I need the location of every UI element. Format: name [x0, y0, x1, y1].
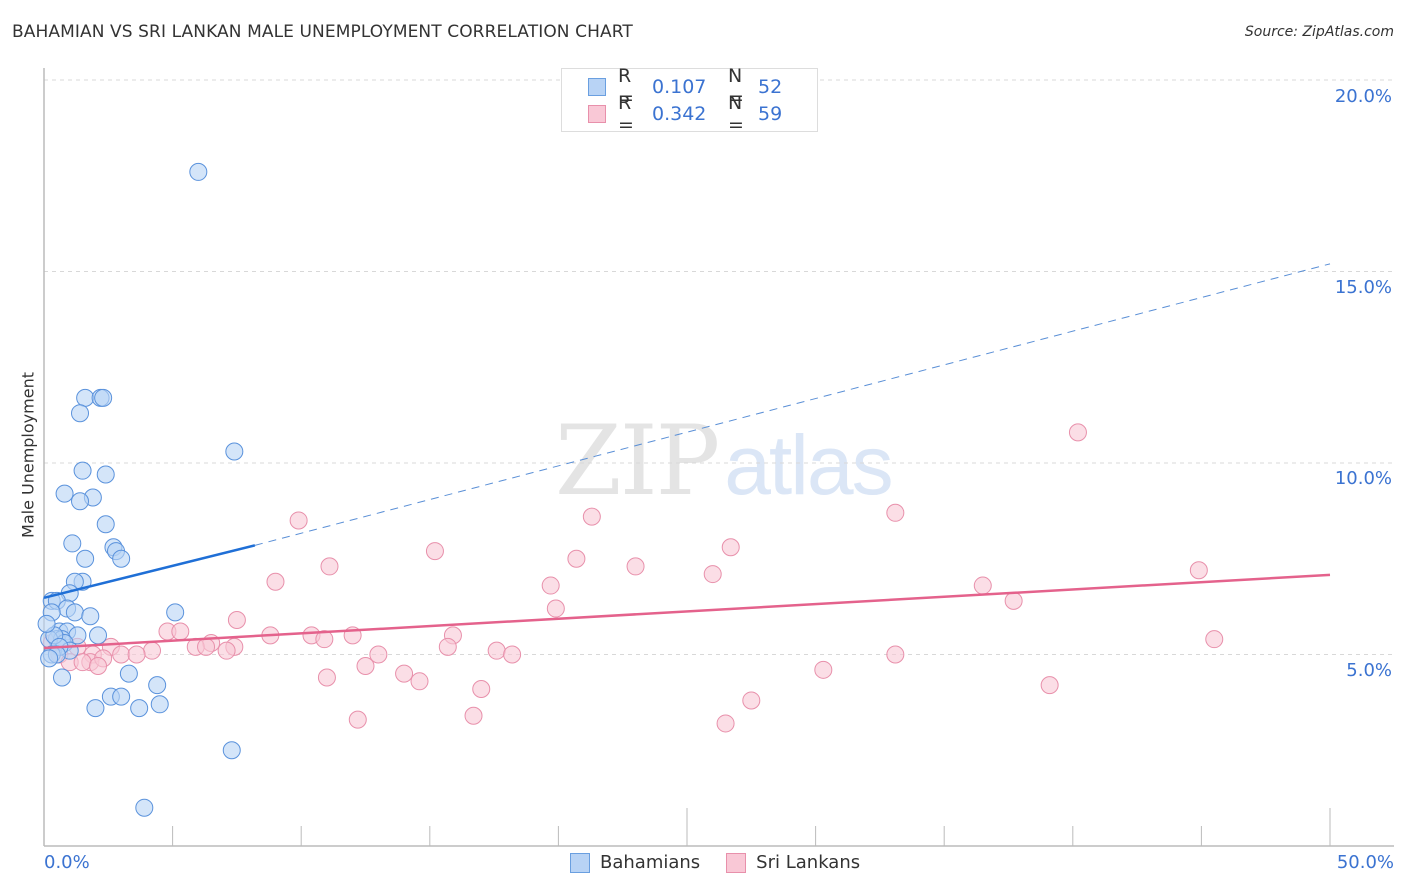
trend-lines	[43, 263, 1331, 650]
bahamians-swatch	[588, 78, 606, 96]
watermark: ZIPatlas	[555, 405, 894, 517]
n-value: 52	[758, 76, 783, 98]
source-credit: Source: ZipAtlas.com	[1244, 24, 1394, 40]
y-tick-5: 5.0%	[1346, 660, 1392, 681]
y-tick-20: 20.0%	[1334, 86, 1392, 107]
legend-row-sri-lankans: R = 0.342 N = 59	[588, 92, 783, 136]
watermark-atlas: atlas	[724, 418, 893, 512]
chart-title: BAHAMIAN VS SRI LANKAN MALE UNEMPLOYMENT…	[12, 22, 633, 42]
r-label: R =	[618, 65, 634, 109]
r-value: 0.107	[652, 76, 707, 98]
legend-row-bahamians: R = 0.107 N = 52	[588, 65, 783, 109]
r-value: 0.342	[652, 103, 707, 125]
legend-label: Bahamians	[600, 852, 701, 873]
x-max-label: 50.0%	[1336, 852, 1394, 873]
sri-lankans-swatch	[588, 105, 606, 123]
y-tick-15: 15.0%	[1334, 277, 1392, 298]
bahamians-points	[37, 162, 244, 817]
n-label: N =	[728, 92, 744, 136]
bahamians-swatch	[570, 852, 590, 873]
x-min-label: 0.0%	[44, 852, 90, 873]
n-label: N =	[728, 65, 744, 109]
correlation-legend: R = 0.107 N = 52 R = 0.342 N = 59	[561, 65, 818, 136]
axes	[43, 68, 1394, 847]
legend-item-bahamians[interactable]: Bahamians	[570, 852, 700, 873]
sri-lankans-points	[42, 423, 1224, 733]
n-value: 59	[758, 103, 783, 125]
legend-label: Sri Lankans	[756, 852, 861, 873]
series-legend: Bahamians Sri Lankans	[570, 852, 886, 873]
sri-lankans-swatch	[726, 852, 747, 873]
legend-item-sri-lankans[interactable]: Sri Lankans	[726, 852, 860, 873]
r-label: R =	[618, 92, 634, 136]
watermark-zip: ZIP	[555, 405, 720, 517]
y-tick-10: 10.0%	[1334, 468, 1392, 489]
